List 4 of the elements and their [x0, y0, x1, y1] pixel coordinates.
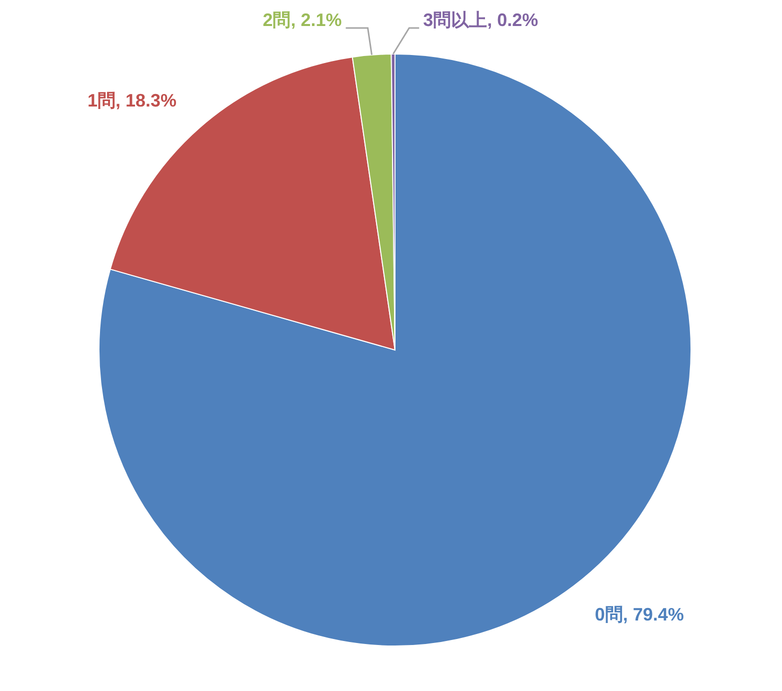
- slice-label: 1問, 18.3%: [87, 90, 177, 111]
- slice-label: 2問, 2.1%: [262, 10, 342, 30]
- slice-label: 3問以上, 0.2%: [423, 10, 538, 30]
- slice-label: 0問, 79.4%: [594, 604, 684, 624]
